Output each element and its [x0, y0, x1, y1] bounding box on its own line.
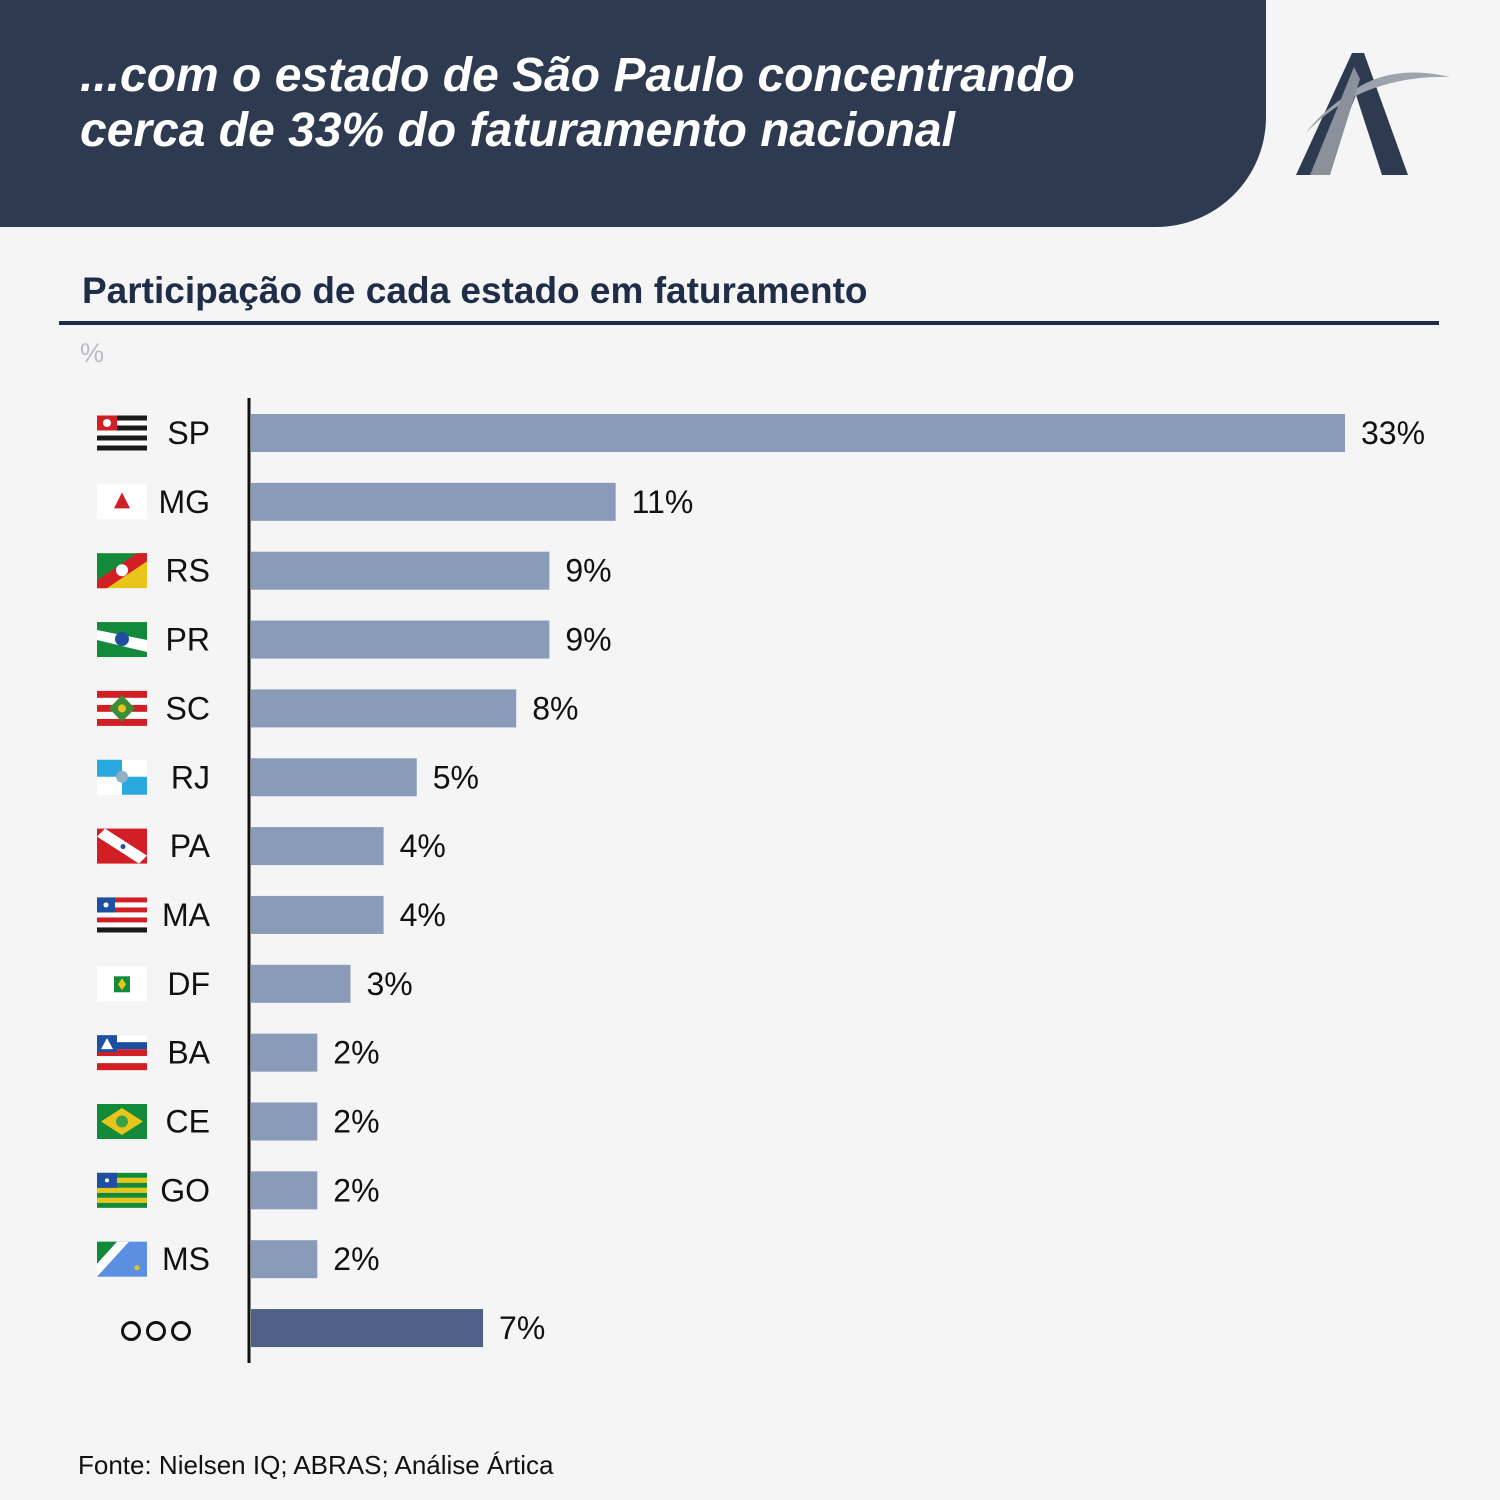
- flag-ba-icon: [97, 1035, 147, 1071]
- source-note: Fonte: Nielsen IQ; ABRAS; Análise Ártica: [78, 1450, 554, 1480]
- flag-pr-icon: [97, 622, 147, 658]
- flag-pa-icon: [97, 828, 147, 864]
- bar-mg: [251, 482, 616, 521]
- value-label: 9%: [565, 553, 611, 589]
- bar-chart: 33% SP 11% MG 9% RS 9% PR 8% SC 5% RJ 4% PA 4% MA 3% DF 2%…: [97, 398, 1425, 1363]
- value-label: 4%: [400, 828, 446, 864]
- value-label: 4%: [400, 897, 446, 933]
- flag-ma-icon: [97, 897, 147, 933]
- header-banner: ...com o estado de São Paulo concentrand…: [0, 0, 1266, 227]
- value-label: 5%: [433, 759, 479, 795]
- value-label: 33%: [1361, 415, 1425, 451]
- category-label: MA: [162, 897, 211, 933]
- bar-rj: [251, 758, 417, 797]
- ellipsis-icon: [121, 1321, 191, 1342]
- flag-rs-icon: [97, 553, 147, 589]
- bar-rs: [251, 551, 550, 590]
- value-label: 2%: [333, 1241, 379, 1277]
- bar-pa: [251, 827, 384, 866]
- bar-ooo: [251, 1309, 484, 1348]
- bar-df: [251, 964, 351, 1003]
- bar-sp: [251, 414, 1345, 452]
- value-label: 8%: [532, 690, 578, 726]
- bar-go: [251, 1171, 318, 1210]
- category-label: PR: [166, 622, 210, 658]
- category-label: PA: [170, 828, 211, 864]
- flag-rj-icon: [97, 759, 147, 795]
- flag-ms-icon: [97, 1241, 147, 1277]
- unit-label: %: [80, 338, 105, 368]
- category-label: MS: [162, 1241, 210, 1277]
- flag-mg-icon: [97, 484, 147, 520]
- chart-title: Participação de cada estado em faturamen…: [82, 270, 868, 311]
- bar-ms: [251, 1240, 318, 1279]
- value-label: 7%: [499, 1310, 545, 1346]
- category-label: CE: [166, 1104, 210, 1140]
- category-label: SC: [166, 690, 210, 726]
- flag-ce-icon: [97, 1104, 147, 1139]
- headline-line-2: cerca de 33% do faturamento nacional: [80, 104, 955, 157]
- flag-sp-icon: [97, 415, 147, 451]
- value-label: 3%: [366, 966, 412, 1002]
- category-label: GO: [160, 1172, 210, 1208]
- bar-ma: [251, 895, 384, 934]
- value-label: 2%: [333, 1172, 379, 1208]
- category-label: SP: [167, 415, 210, 451]
- artica-logo-icon: [1296, 53, 1450, 175]
- value-label: 9%: [565, 622, 611, 658]
- value-label: 11%: [632, 484, 694, 520]
- flag-sc-icon: [97, 690, 147, 726]
- bar-ce: [251, 1102, 318, 1141]
- category-label: RJ: [171, 759, 210, 795]
- title-rule: [59, 321, 1439, 325]
- category-label: DF: [167, 966, 210, 1002]
- headline: ...com o estado de São Paulo concentrand…: [80, 48, 1230, 158]
- bar-sc: [251, 689, 517, 728]
- category-label: BA: [167, 1035, 210, 1071]
- category-label: RS: [166, 553, 210, 589]
- bar-pr: [251, 620, 550, 659]
- headline-line-1: ...com o estado de São Paulo concentrand…: [80, 49, 1075, 102]
- value-label: 2%: [333, 1035, 379, 1071]
- category-label: MG: [158, 484, 210, 520]
- flag-df-icon: [97, 966, 147, 1002]
- value-label: 2%: [333, 1104, 379, 1140]
- bar-ba: [251, 1033, 318, 1072]
- flag-go-icon: [97, 1172, 147, 1208]
